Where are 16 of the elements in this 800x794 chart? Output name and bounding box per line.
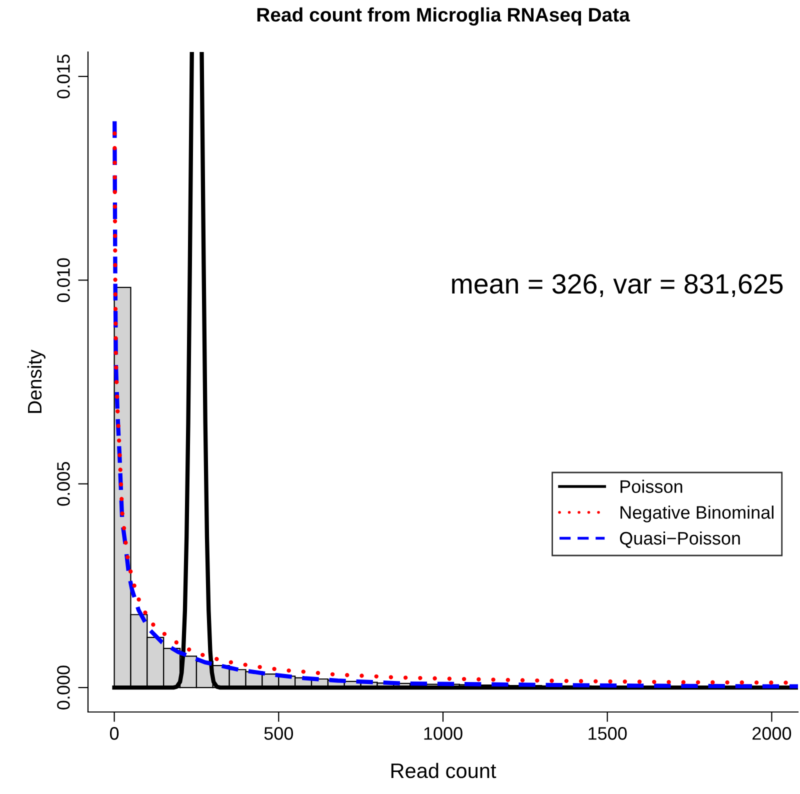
y-tick-label: 0.000 <box>57 666 70 710</box>
y-tick-label: 0.005 <box>57 462 70 506</box>
annotation: mean = 326, var = 831,625 <box>452 274 783 298</box>
y-axis-title: Density <box>27 350 46 413</box>
x-tick-label: 1000 <box>424 727 462 740</box>
x-tick-label: 0 <box>110 727 119 740</box>
x-axis-title: Read count <box>391 762 496 778</box>
x-tick-label: 2000 <box>752 727 792 740</box>
legend-label: Quasi−Poisson <box>620 531 740 548</box>
legend-label: Negative Binominal <box>620 506 774 522</box>
legend-label: Poisson <box>620 480 682 493</box>
x-tick-label: 500 <box>264 727 294 740</box>
y-tick-label: 0.010 <box>57 258 70 302</box>
x-tick-label: 1500 <box>588 727 627 740</box>
chart-title: Read count from Microglia RNAseq Data <box>257 7 630 26</box>
y-tick-label: 0.015 <box>57 54 70 98</box>
